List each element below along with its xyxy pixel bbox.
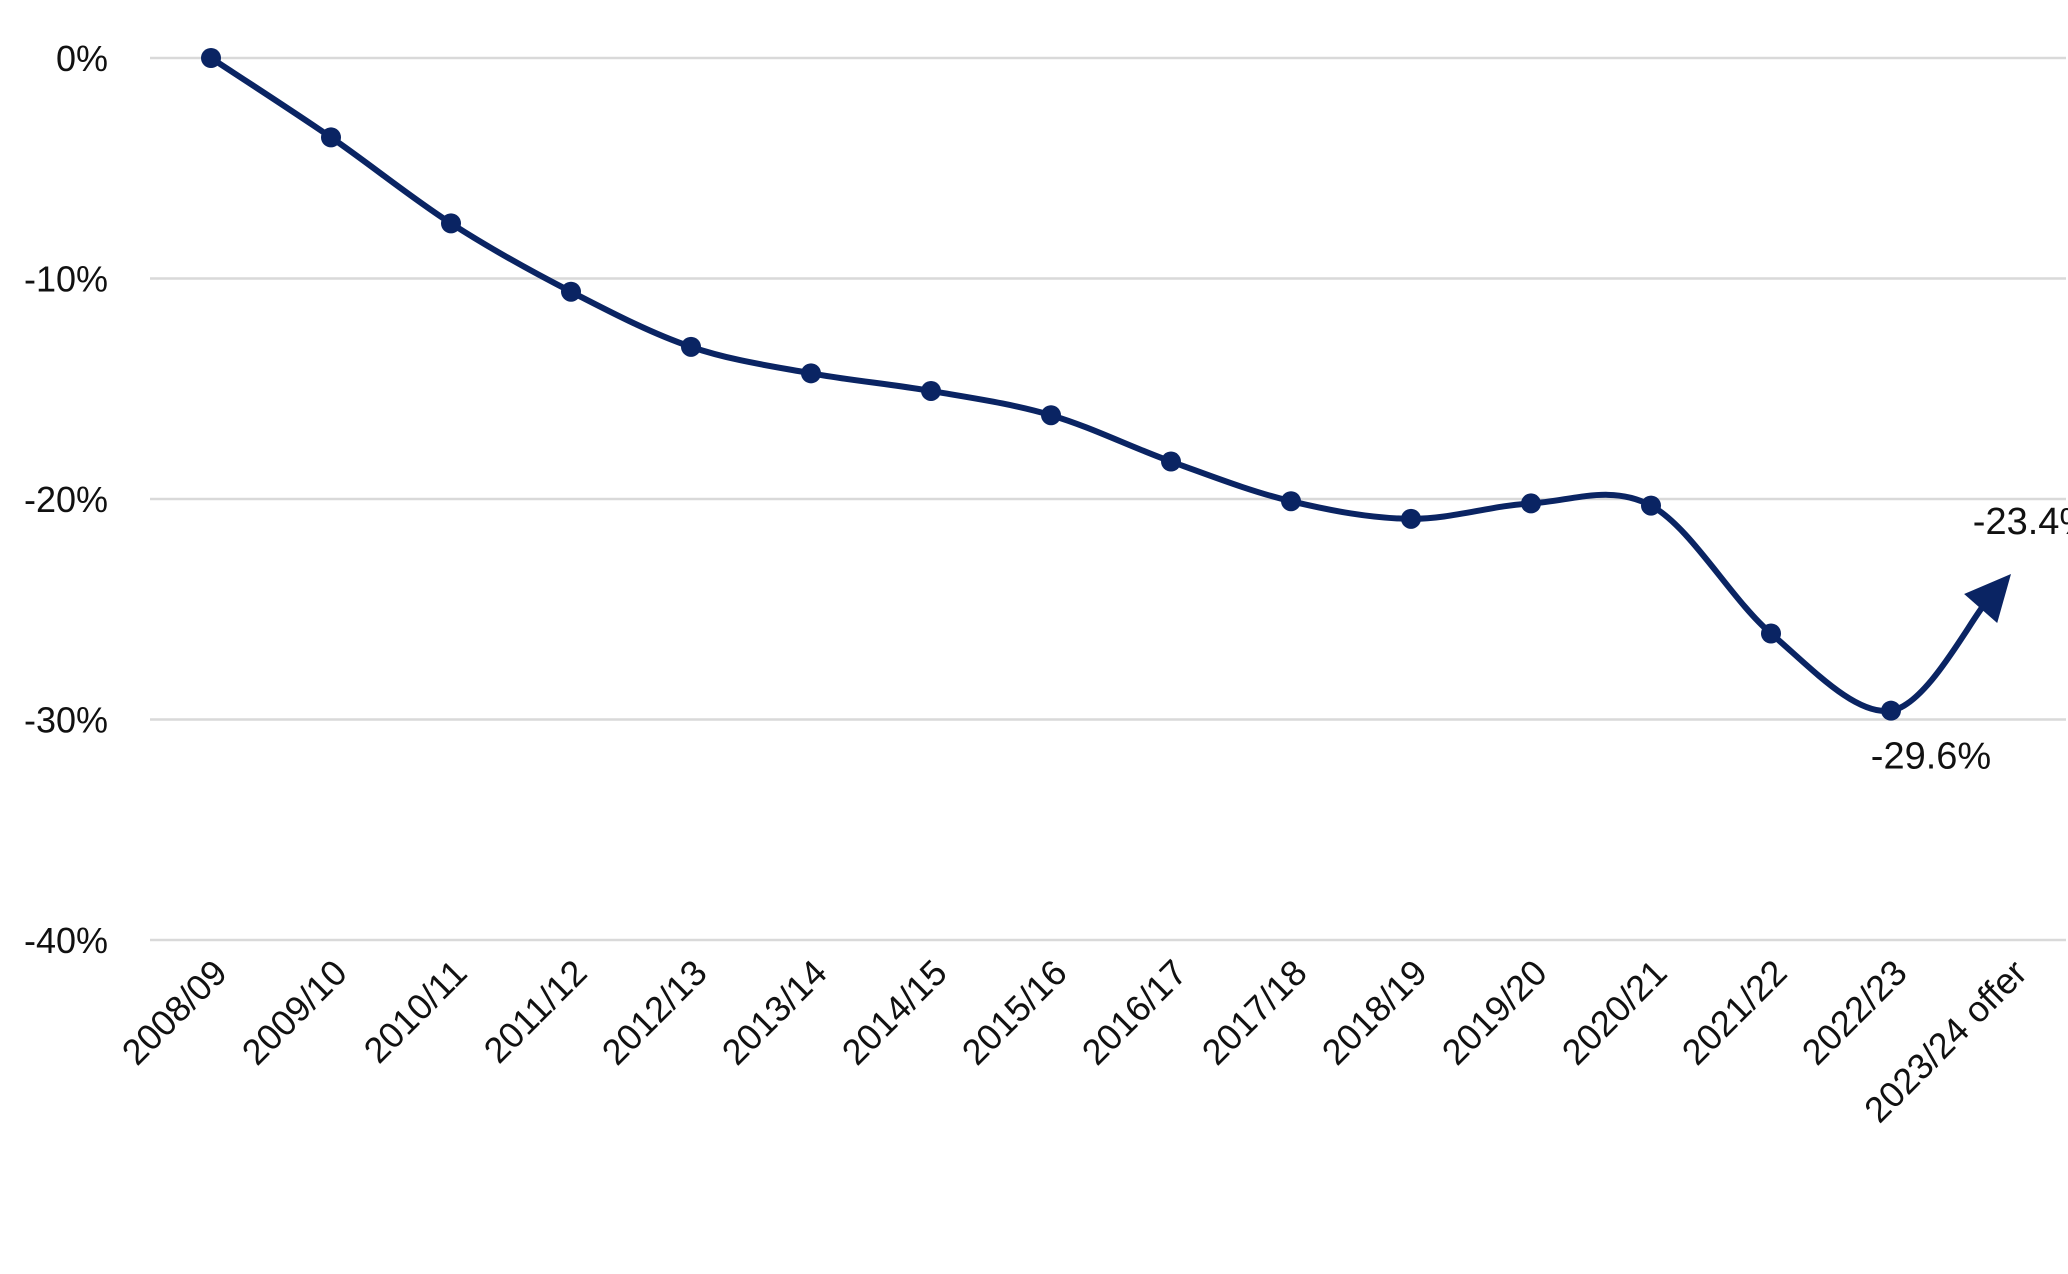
data-label: -23.4% [1973, 501, 2068, 543]
data-point [1281, 491, 1301, 512]
y-tick-label: -40% [24, 920, 108, 961]
y-tick-label: -10% [24, 259, 108, 300]
data-label: -29.6% [1871, 736, 1991, 778]
data-point [1521, 493, 1541, 514]
data-point [321, 127, 341, 148]
x-tick-label: 2016/17 [1074, 952, 1195, 1073]
x-tick-label: 2011/12 [476, 952, 595, 1071]
data-point [921, 380, 941, 401]
x-tick-label: 2014/15 [834, 952, 955, 1073]
data-point [441, 213, 461, 234]
y-axis-tick-labels: 0% -10% -20% -30% -40% [24, 38, 108, 961]
data-labels: -29.6% -23.4% [1871, 501, 2068, 778]
x-tick-label: 2017/18 [1194, 952, 1315, 1073]
x-tick-label: 2015/16 [954, 952, 1075, 1073]
x-tick-label: 2009/10 [234, 952, 355, 1073]
series-line-path [208, 55, 1989, 714]
data-point [1161, 451, 1181, 472]
x-tick-label: 2018/19 [1314, 952, 1435, 1073]
x-tick-label: 2022/23 [1794, 952, 1915, 1073]
data-point [801, 363, 821, 384]
x-tick-label: 2012/13 [594, 952, 715, 1073]
data-point [1401, 508, 1421, 529]
data-point [1761, 623, 1781, 644]
gridlines [150, 56, 2066, 942]
x-tick-label: 2008/09 [114, 952, 235, 1073]
data-point [1881, 700, 1901, 721]
x-tick-label: 2020/21 [1554, 952, 1675, 1073]
data-point [561, 281, 581, 302]
x-tick-label: 2021/22 [1674, 952, 1795, 1073]
x-tick-label: 2013/14 [714, 952, 835, 1073]
data-point [201, 48, 221, 68]
y-tick-label: -30% [24, 700, 108, 741]
data-point [1041, 405, 1061, 426]
series-line [201, 48, 2011, 721]
data-point [681, 336, 701, 357]
arrow-head-marker [1964, 573, 2011, 624]
x-tick-label: 2019/20 [1434, 952, 1555, 1073]
data-point [1641, 495, 1661, 516]
y-tick-label: 0% [56, 38, 108, 79]
x-tick-label: 2010/11 [356, 952, 475, 1071]
y-tick-label: -20% [24, 479, 108, 520]
